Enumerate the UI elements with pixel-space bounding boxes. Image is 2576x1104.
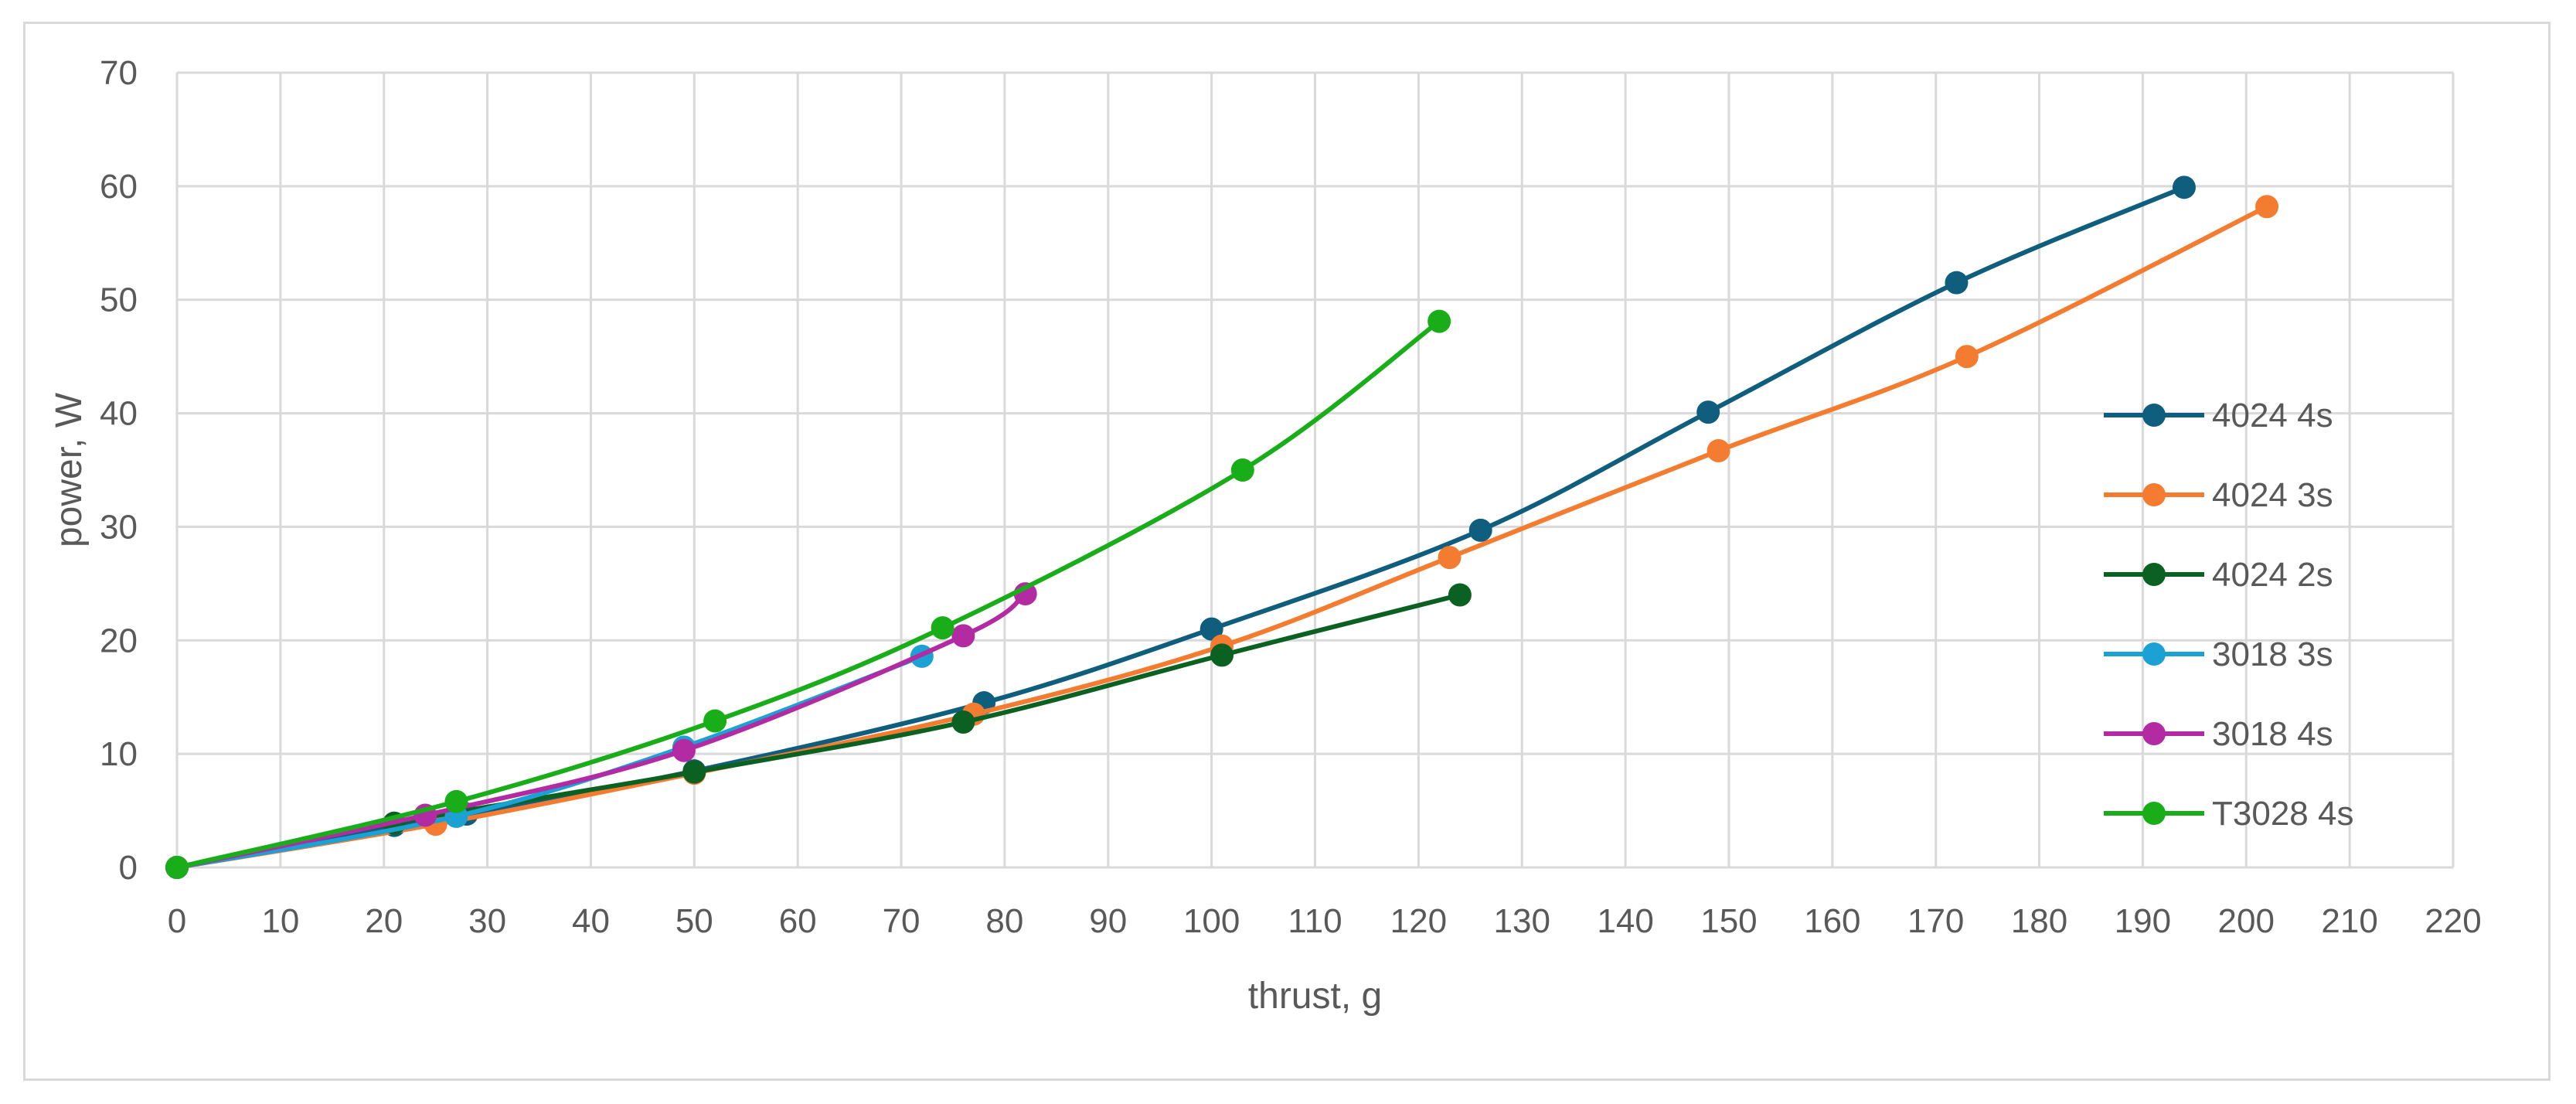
x-tick-label: 40: [572, 902, 610, 940]
x-tick-label: 210: [2321, 902, 2377, 940]
y-tick-label: 40: [100, 395, 138, 433]
data-point: [1438, 546, 1462, 570]
legend-entry: 4024 3s: [2104, 476, 2333, 514]
legend-swatch-marker: [2142, 802, 2166, 825]
legend-swatch-marker: [2142, 404, 2166, 427]
y-tick-label: 50: [100, 281, 138, 319]
x-tick-label: 90: [1089, 902, 1127, 940]
x-tick-label: 110: [1288, 902, 1342, 940]
data-point: [951, 624, 975, 648]
data-point: [2255, 195, 2279, 219]
data-point: [1955, 345, 1979, 369]
series-t3028-4s: [165, 309, 1451, 879]
legend-entry: 3018 3s: [2104, 635, 2333, 673]
legend-label: T3028 4s: [2212, 795, 2353, 833]
legend-swatch-marker: [2142, 563, 2166, 586]
x-tick-label: 170: [1907, 902, 1964, 940]
y-axis-tick-labels: 0 10 20 30 40 50 60 70: [100, 54, 138, 887]
data-point: [931, 616, 955, 640]
x-tick-label: 10: [261, 902, 299, 940]
legend-swatch-marker: [2142, 642, 2166, 666]
x-tick-label: 20: [365, 902, 403, 940]
data-point: [444, 789, 468, 813]
legend-label: 4024 4s: [2212, 397, 2333, 434]
data-point: [1210, 643, 1234, 667]
y-tick-label: 0: [119, 849, 138, 887]
y-tick-label: 60: [100, 168, 138, 206]
y-axis-title: power, W: [49, 392, 90, 547]
x-tick-label: 0: [168, 902, 186, 940]
x-tick-label: 150: [1700, 902, 1757, 940]
series-lines: [165, 175, 2279, 879]
x-tick-label: 50: [675, 902, 713, 940]
x-tick-label: 160: [1804, 902, 1860, 940]
data-point: [1468, 518, 1492, 542]
x-tick-label: 70: [883, 902, 920, 940]
series-line: [175, 204, 2270, 870]
legend-entry: T3028 4s: [2104, 795, 2353, 833]
data-point: [672, 738, 696, 762]
legend: 4024 4s 4024 3s 4024 2s 3018 3s 3018 4s T3028…: [2104, 397, 2353, 833]
x-tick-label: 120: [1390, 902, 1447, 940]
x-tick-label: 140: [1597, 902, 1653, 940]
legend-label: 3018 3s: [2212, 635, 2333, 673]
legend-entry: 4024 2s: [2104, 556, 2333, 594]
x-tick-label: 100: [1183, 902, 1240, 940]
data-point: [703, 709, 727, 733]
legend-label: 3018 4s: [2212, 715, 2333, 753]
data-point: [1200, 617, 1223, 641]
data-point: [1230, 458, 1254, 482]
x-tick-label: 80: [985, 902, 1023, 940]
legend-swatch-marker: [2142, 722, 2166, 745]
x-axis-tick-labels: 0 10 20 30 40 50 60 70 80 90 100 110 120 130 140 150 160…: [168, 902, 2482, 940]
x-tick-label: 200: [2218, 902, 2275, 940]
data-point: [951, 710, 975, 734]
y-tick-label: 30: [100, 508, 138, 546]
data-point: [682, 760, 706, 784]
legend-entry: 3018 4s: [2104, 715, 2333, 753]
data-point: [1707, 439, 1730, 463]
y-tick-label: 70: [100, 54, 138, 92]
data-point: [1945, 271, 1969, 295]
legend-label: 4024 2s: [2212, 556, 2333, 594]
x-axis-title: thrust, g: [1248, 976, 1382, 1017]
data-point: [2172, 175, 2196, 199]
data-point: [1696, 400, 1720, 424]
legend-label: 4024 3s: [2212, 476, 2333, 514]
x-tick-label: 60: [779, 902, 817, 940]
legend-swatch-marker: [2142, 483, 2166, 506]
data-point: [165, 856, 189, 879]
series-4024-3s: [165, 195, 2279, 879]
chart-frame: [23, 22, 2550, 1081]
x-tick-label: 190: [2115, 902, 2171, 940]
x-tick-label: 220: [2425, 902, 2481, 940]
gridlines: [175, 71, 2455, 869]
series-line: [175, 319, 1442, 870]
y-tick-label: 10: [100, 735, 138, 773]
x-tick-label: 30: [468, 902, 506, 940]
x-tick-label: 130: [1494, 902, 1550, 940]
legend-entry: 4024 4s: [2104, 397, 2333, 434]
y-tick-label: 20: [100, 622, 138, 659]
data-point: [1428, 309, 1451, 333]
x-tick-label: 180: [2011, 902, 2067, 940]
data-point: [1448, 583, 1472, 607]
